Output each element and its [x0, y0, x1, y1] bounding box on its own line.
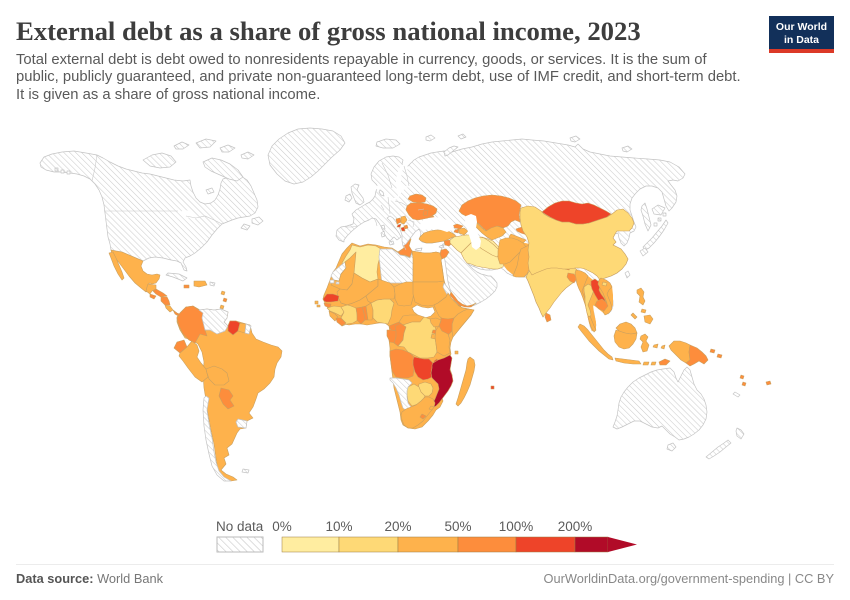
svg-text:10%: 10%: [325, 519, 352, 534]
svg-text:100%: 100%: [499, 519, 534, 534]
svg-text:50%: 50%: [444, 519, 471, 534]
svg-text:200%: 200%: [558, 519, 593, 534]
svg-text:0%: 0%: [272, 519, 292, 534]
svg-text:20%: 20%: [384, 519, 411, 534]
svg-text:No data: No data: [216, 519, 264, 534]
